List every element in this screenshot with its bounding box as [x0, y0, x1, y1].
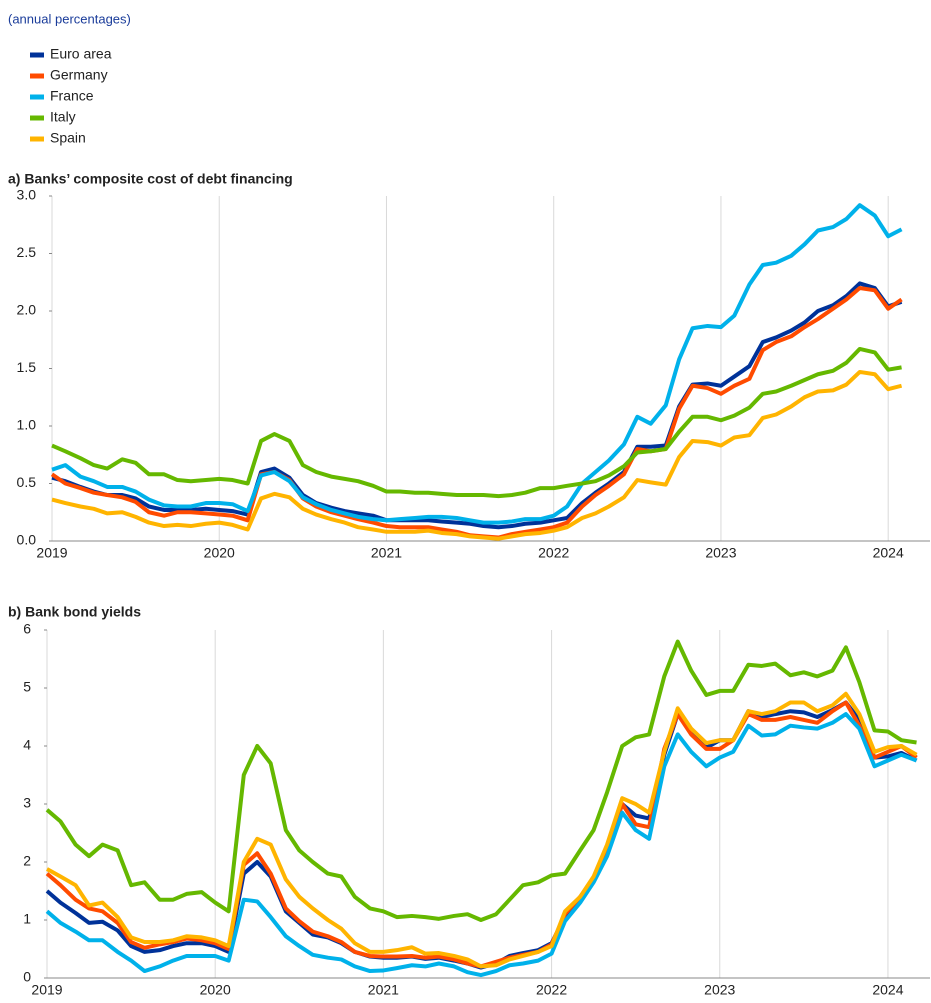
x-tick-label: 2023 [705, 545, 736, 561]
y-tick-label: 2 [23, 853, 31, 869]
series-line [45, 700, 918, 970]
x-tick-label: 2024 [873, 545, 904, 561]
series-line [45, 639, 917, 922]
y-tick-label: 3.0 [17, 187, 37, 203]
x-tick-label: 2019 [36, 545, 67, 561]
series-line [50, 286, 903, 540]
y-tick-label: 1.5 [17, 359, 37, 375]
legend-label: Euro area [50, 46, 112, 62]
legend: Euro area Germany France Italy Spain [30, 46, 112, 146]
series-line [51, 281, 903, 530]
legend-label: Italy [50, 109, 76, 125]
series-line [51, 346, 902, 499]
series-line [46, 691, 918, 969]
y-tick-label: 6 [23, 621, 31, 637]
x-tick-label: 2024 [872, 982, 903, 998]
legend-label: France [50, 88, 94, 104]
x-tick-label: 2020 [200, 982, 231, 998]
x-tick-label: 2019 [31, 982, 62, 998]
y-tick-label: 3 [23, 795, 31, 811]
y-tick-label: 5 [23, 679, 31, 695]
y-tick-label: 2.0 [17, 302, 37, 318]
legend-label: Germany [50, 67, 108, 83]
x-tick-label: 2021 [371, 545, 402, 561]
series-line [45, 712, 918, 978]
x-tick-label: 2022 [538, 545, 569, 561]
series-line [45, 700, 918, 969]
series-line [51, 203, 903, 525]
x-tick-label: 2022 [536, 982, 567, 998]
x-tick-label: 2020 [204, 545, 235, 561]
y-tick-label: 1 [23, 911, 31, 927]
panel-title: a) Banks’ composite cost of debt financi… [8, 171, 293, 187]
y-tick-label: 0 [23, 969, 31, 985]
y-tick-label: 0.0 [17, 532, 37, 548]
subtitle: (annual percentages) [8, 11, 131, 26]
x-tick-label: 2023 [704, 982, 735, 998]
y-tick-label: 2.5 [17, 244, 37, 260]
panel-title: b) Bank bond yields [8, 604, 141, 620]
x-tick-label: 2021 [368, 982, 399, 998]
legend-label: Spain [50, 130, 86, 146]
series-line [51, 369, 903, 541]
y-tick-label: 0.5 [17, 474, 37, 490]
y-tick-label: 1.0 [17, 417, 37, 433]
y-tick-label: 4 [23, 737, 31, 753]
